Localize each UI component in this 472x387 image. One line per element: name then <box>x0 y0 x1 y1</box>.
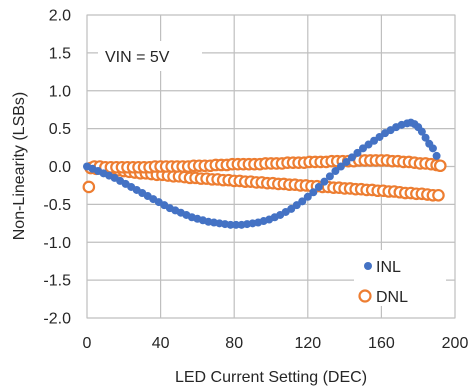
inl-point <box>347 153 356 162</box>
inl-point <box>331 167 340 176</box>
inl-point <box>226 220 235 229</box>
inl-point <box>298 197 307 206</box>
dnl-point <box>82 180 96 194</box>
y-tick-label: -2.0 <box>43 311 71 328</box>
x-tick-label: 200 <box>442 335 469 352</box>
x-axis-title: LED Current Setting (DEC) <box>175 369 367 386</box>
inl-point <box>303 192 312 201</box>
inl-point <box>336 162 345 171</box>
legend-inl-label: INL <box>376 259 401 276</box>
y-axis-title: Non-Linearity (LSBs) <box>11 92 28 241</box>
x-tick-labels: 0 40 80 120 160 200 <box>83 335 469 352</box>
y-tick-label: 2.0 <box>49 8 71 25</box>
inl-point <box>432 151 441 160</box>
inl-point <box>342 157 351 166</box>
annotation-box: VIN = 5V <box>98 41 202 71</box>
y-tick-label: -1.5 <box>43 273 71 290</box>
gridlines <box>86 14 456 319</box>
x-tick-label: 160 <box>368 335 395 352</box>
y-tick-labels: 2.0 1.5 1.0 0.5 0.0 -0.5 -1.0 -1.5 -2.0 <box>43 8 71 328</box>
inl-point <box>417 127 426 136</box>
x-tick-label: 80 <box>225 335 243 352</box>
y-tick-label: -1.0 <box>43 235 71 252</box>
x-tick-label: 120 <box>294 335 321 352</box>
x-tick-label: 40 <box>152 335 170 352</box>
legend: INL DNL <box>354 250 446 306</box>
inl-point <box>309 188 318 197</box>
inl-point <box>320 177 329 186</box>
y-tick-label: 1.0 <box>49 83 71 100</box>
y-tick-label: 0.5 <box>49 121 71 138</box>
inl-point <box>428 144 437 153</box>
dnl-point <box>433 159 447 173</box>
y-tick-label: 1.5 <box>49 45 71 62</box>
legend-dnl-label: DNL <box>376 289 408 306</box>
inl-point <box>232 220 241 229</box>
legend-inl-marker <box>364 262 372 270</box>
inl-point <box>314 182 323 191</box>
vin-annotation: VIN = 5V <box>105 49 170 66</box>
y-tick-label: -0.5 <box>43 197 71 214</box>
legend-dnl-marker <box>358 289 372 303</box>
inl-point <box>325 172 334 181</box>
inl-point <box>421 133 430 142</box>
dnl-point <box>432 188 445 202</box>
inl-point <box>353 148 362 157</box>
x-tick-label: 0 <box>83 335 92 352</box>
y-tick-label: 0.0 <box>49 159 71 176</box>
inl-series <box>83 118 441 229</box>
